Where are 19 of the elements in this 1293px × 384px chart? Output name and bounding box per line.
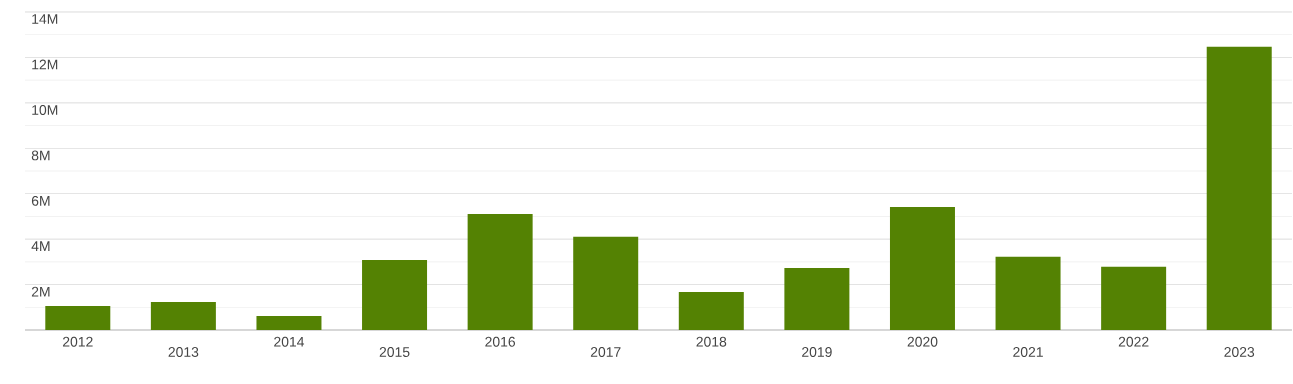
y-tick-label: 4M: [31, 241, 50, 251]
y-tick-label: 8M: [31, 150, 50, 161]
y-tick-label: 12M: [32, 59, 58, 70]
x-tick-label: 2015: [379, 347, 410, 357]
y-tick-label: 10M: [32, 105, 58, 115]
x-tick-label: 2019: [802, 347, 832, 357]
x-tick-label: 2018: [696, 336, 727, 347]
x-tick-label: 2020: [907, 336, 938, 347]
x-tick-label: 2012: [62, 336, 93, 347]
x-tick-label: 2014: [274, 336, 305, 347]
x-tick-label: 2013: [168, 347, 199, 357]
x-tick-label: 2017: [590, 347, 621, 357]
y-tick-label: 6M: [31, 195, 50, 206]
y-tick-label: 2M: [31, 286, 50, 297]
x-tick-label: 2021: [1013, 347, 1043, 357]
x-tick-label: 2023: [1224, 347, 1255, 357]
x-tick-label: 2016: [485, 336, 516, 347]
x-tick-label: 2022: [1118, 336, 1149, 347]
y-tick-label: 14M: [32, 14, 58, 24]
